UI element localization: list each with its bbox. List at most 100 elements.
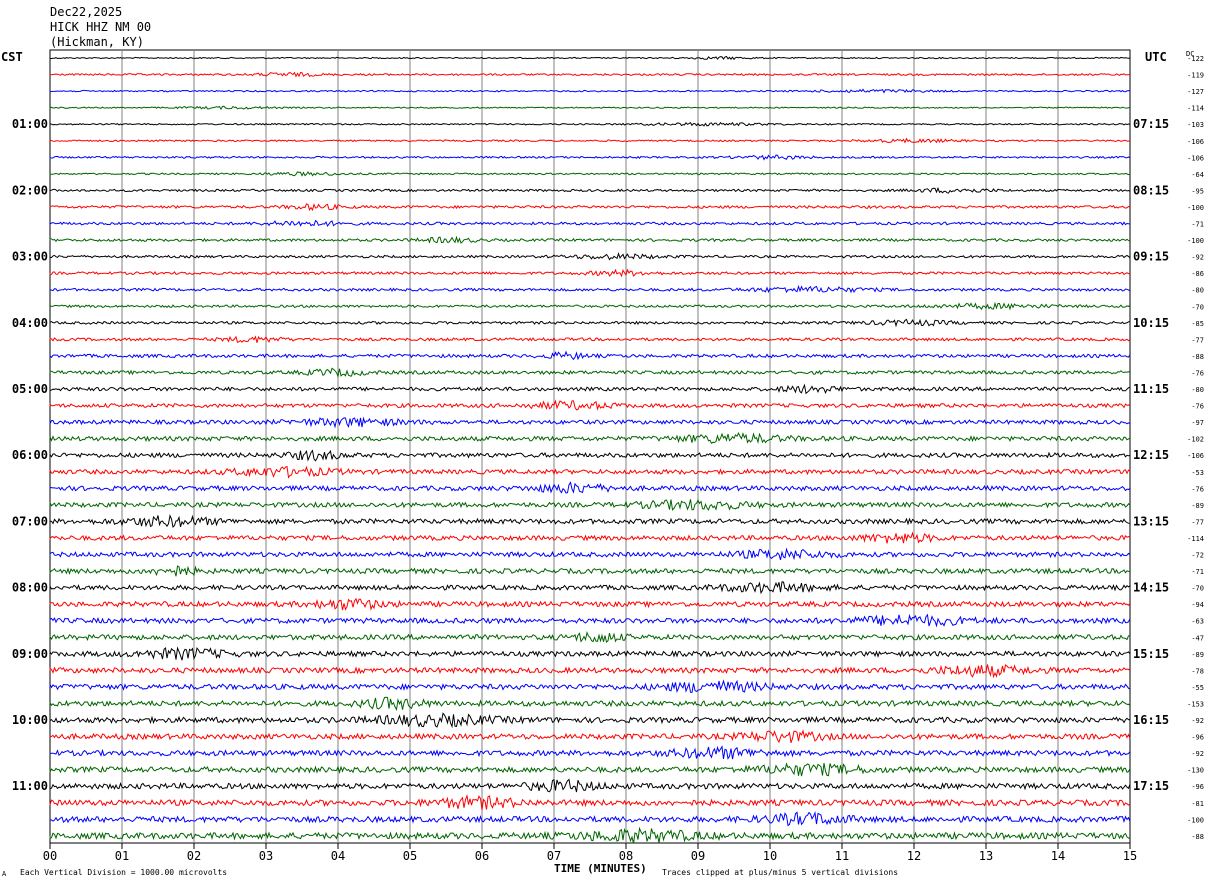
dc-offset-label: -76 bbox=[1191, 485, 1204, 493]
dc-offset-label: -97 bbox=[1191, 419, 1204, 427]
dc-offset-label: -106 bbox=[1187, 154, 1204, 162]
dc-offset-label: -71 bbox=[1191, 221, 1204, 229]
dc-offset-label: -64 bbox=[1191, 171, 1204, 179]
x-tick-label: 06 bbox=[475, 849, 489, 863]
dc-offset-label: -92 bbox=[1191, 750, 1204, 758]
x-tick-label: 15 bbox=[1123, 849, 1137, 863]
seismic-trace bbox=[49, 481, 1131, 494]
seismic-trace bbox=[49, 793, 1131, 810]
seismic-trace bbox=[49, 449, 1131, 462]
dc-offset-label: -88 bbox=[1191, 353, 1204, 361]
seismic-trace bbox=[49, 367, 1131, 379]
seismic-trace bbox=[49, 499, 1131, 511]
footer-marker: A bbox=[2, 870, 7, 878]
dc-offset-label: -96 bbox=[1191, 734, 1204, 742]
seismic-trace bbox=[49, 71, 1131, 78]
seismic-trace bbox=[49, 664, 1131, 679]
dc-offset-label: -127 bbox=[1187, 88, 1204, 96]
dc-offset-label: -88 bbox=[1191, 833, 1204, 841]
dc-offset-label: -106 bbox=[1187, 452, 1204, 460]
utc-time-label: 13:15 bbox=[1133, 514, 1169, 528]
dc-offset-label: -96 bbox=[1191, 783, 1204, 791]
header-location: (Hickman, KY) bbox=[50, 35, 144, 49]
dc-offset-label: -55 bbox=[1191, 684, 1204, 692]
cst-time-label: 05:00 bbox=[12, 382, 48, 396]
seismic-trace bbox=[49, 597, 1131, 611]
dc-offset-label: -85 bbox=[1191, 320, 1204, 328]
seismic-trace bbox=[49, 121, 1131, 127]
cst-time-label: 02:00 bbox=[12, 183, 48, 197]
seismic-trace bbox=[49, 531, 1131, 544]
seismic-trace bbox=[49, 203, 1131, 212]
dc-offset-label: -70 bbox=[1191, 303, 1204, 311]
dc-offset-label: -130 bbox=[1187, 767, 1204, 775]
cst-time-label: 09:00 bbox=[12, 647, 48, 661]
dc-offset-label: -76 bbox=[1191, 403, 1204, 411]
x-tick-label: 03 bbox=[259, 849, 273, 863]
dc-offset-label: -119 bbox=[1187, 72, 1204, 80]
utc-time-label: 09:15 bbox=[1133, 250, 1169, 264]
dc-offset-label: -76 bbox=[1191, 369, 1204, 377]
seismic-trace bbox=[49, 762, 1131, 777]
seismic-trace bbox=[49, 284, 1131, 294]
dc-offset-label: -95 bbox=[1191, 187, 1204, 195]
dc-offset-label: -103 bbox=[1187, 121, 1204, 129]
dc-label: DC bbox=[1186, 50, 1195, 58]
seismic-trace bbox=[49, 679, 1131, 694]
seismic-trace bbox=[49, 514, 1131, 529]
utc-time-label: 12:15 bbox=[1133, 448, 1169, 462]
seismic-trace bbox=[49, 745, 1131, 760]
seismic-trace bbox=[49, 335, 1131, 343]
x-tick-label: 10 bbox=[763, 849, 777, 863]
cst-time-label: 06:00 bbox=[12, 448, 48, 462]
x-axis-title: TIME (MINUTES) bbox=[554, 862, 647, 875]
x-tick-label: 02 bbox=[187, 849, 201, 863]
dc-offset-label: -47 bbox=[1191, 634, 1204, 642]
seismic-trace bbox=[49, 465, 1131, 479]
seismic-trace bbox=[49, 268, 1131, 278]
seismic-trace bbox=[49, 826, 1131, 844]
dc-offset-label: -78 bbox=[1191, 667, 1204, 675]
cst-time-label: 01:00 bbox=[12, 117, 48, 131]
dc-offset-label: -100 bbox=[1187, 816, 1204, 824]
x-tick-label: 12 bbox=[907, 849, 921, 863]
x-tick-label: 01 bbox=[115, 849, 129, 863]
cst-time-label: 04:00 bbox=[12, 316, 48, 330]
seismic-trace bbox=[49, 88, 1131, 94]
x-tick-label: 08 bbox=[619, 849, 633, 863]
seismic-trace bbox=[49, 630, 1131, 643]
footer-scale-note: Each Vertical Division = 1000.00 microvo… bbox=[20, 868, 228, 877]
seismic-trace bbox=[49, 235, 1131, 244]
x-tick-label: 11 bbox=[835, 849, 849, 863]
dc-offset-label: -80 bbox=[1191, 386, 1204, 394]
seismic-trace bbox=[49, 171, 1131, 177]
dc-offset-label: -63 bbox=[1191, 618, 1204, 626]
seismic-trace bbox=[49, 55, 1131, 61]
dc-offset-label: -114 bbox=[1187, 105, 1204, 113]
dc-offset-label: -80 bbox=[1191, 287, 1204, 295]
dc-offset-label: -77 bbox=[1191, 336, 1204, 344]
seismic-trace bbox=[49, 729, 1131, 744]
seismic-trace bbox=[49, 318, 1131, 328]
seismic-trace bbox=[49, 613, 1131, 628]
seismic-trace bbox=[49, 350, 1131, 361]
seismic-trace bbox=[49, 137, 1131, 144]
dc-offset-label: -122 bbox=[1187, 55, 1204, 63]
seismic-trace bbox=[49, 383, 1131, 395]
seismic-trace bbox=[49, 252, 1131, 261]
seismic-trace bbox=[49, 696, 1131, 712]
header-date: Dec22,2025 bbox=[50, 5, 123, 19]
seismic-trace bbox=[49, 712, 1131, 729]
x-tick-label: 04 bbox=[331, 849, 345, 863]
dc-offset-label: -92 bbox=[1191, 254, 1204, 262]
dc-offset-label: -106 bbox=[1187, 138, 1204, 146]
dc-offset-label: -153 bbox=[1187, 700, 1204, 708]
seismic-trace bbox=[49, 565, 1131, 577]
x-tick-label: 13 bbox=[979, 849, 993, 863]
utc-time-label: 10:15 bbox=[1133, 316, 1169, 330]
utc-time-label: 15:15 bbox=[1133, 647, 1169, 661]
header-station: HICK HHZ NM 00 bbox=[50, 20, 152, 34]
cst-time-label: 10:00 bbox=[12, 713, 48, 727]
seismic-trace bbox=[49, 105, 1131, 111]
